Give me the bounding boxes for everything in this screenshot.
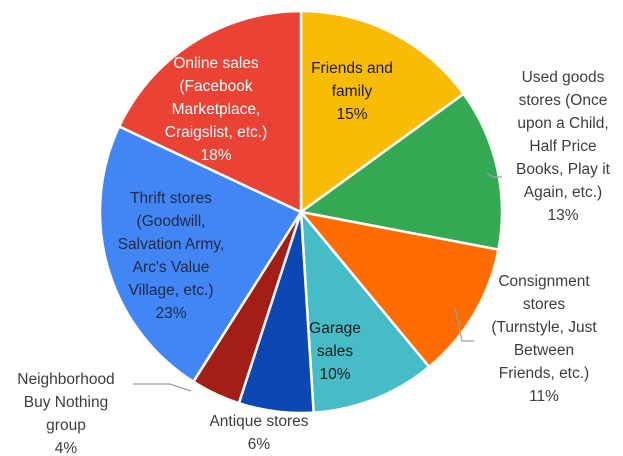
slice-label-line: Salvation Army, (118, 236, 225, 253)
slice-label-line: Between (514, 342, 574, 359)
slice-label: Antique stores 6% (209, 413, 308, 453)
slice-percent: 13% (547, 207, 578, 224)
slice-label-line: (Facebook (179, 78, 252, 95)
slice-label: Used goods stores (Once upon a Child, Half … (516, 69, 611, 224)
slice-label-line: sales (317, 343, 353, 360)
pie-slices (98, 9, 504, 415)
slice-label-line: Used goods (522, 69, 605, 86)
slice-label-line: Arc's Value (133, 259, 210, 276)
slice-label-line: Thrift stores (130, 190, 212, 207)
slice-percent: 6% (248, 436, 271, 453)
slice-label-line: Buy Nothing (24, 394, 108, 411)
slice-label-line: Garage (309, 320, 361, 337)
slice-label-line: stores (523, 296, 565, 313)
slice-label-line: (Goodwill, (137, 213, 206, 230)
pie-slice (117, 9, 303, 214)
slice-label: Thrift stores (Goodwill, Salvation Army, Ar… (118, 190, 225, 322)
slice-label-line: Again, etc.) (524, 184, 602, 201)
leader-lines (133, 172, 502, 392)
slice-percent: 23% (155, 305, 186, 322)
slice-percent: 18% (200, 147, 231, 164)
pie-slice (299, 92, 504, 251)
slice-label-line: Village, etc.) (128, 282, 213, 299)
pie-slice (299, 210, 500, 369)
slice-percent: 11% (529, 388, 559, 405)
leader-line (486, 172, 502, 178)
pie-slice (299, 9, 465, 214)
slice-label-line: Marketplace, (172, 101, 261, 118)
pie-slice (299, 210, 431, 414)
slice-label-line: Neighborhood (17, 371, 114, 388)
slice-label: Friends and family 15% (311, 60, 393, 123)
slice-labels: Friends and family 15% Used goods stores (On… (17, 55, 610, 456)
leader-line (454, 306, 474, 342)
slice-label: Online sales (Facebook Marketplace, Craigsl… (165, 55, 268, 164)
slice-percent: 10% (319, 366, 350, 383)
pie-slice (98, 125, 303, 383)
slice-label-line: Half Price (529, 138, 596, 155)
slice-label-line: (Turnstyle, Just (491, 319, 597, 336)
slice-label-line: group (46, 417, 86, 434)
slice-label-line: family (332, 83, 373, 100)
slice-percent: 15% (336, 106, 367, 123)
leader-line (133, 383, 192, 392)
slice-label-line: Friends, etc.) (499, 365, 589, 382)
slice-label-line: Online sales (173, 55, 259, 72)
slice-label-line: stores (Once (519, 92, 608, 109)
slice-label-line: Antique stores (209, 413, 308, 430)
slice-label-line: upon a Child, (517, 115, 608, 132)
slice-label-line: Craigslist, etc.) (165, 124, 268, 141)
slice-label-line: Friends and (311, 60, 393, 77)
slice-label-line: Consignment (498, 273, 590, 290)
slice-label: Neighborhood Buy Nothing group 4% (17, 371, 114, 456)
slice-percent: 4% (55, 440, 78, 456)
slice-label: Consignment stores (Turnstyle, Just Between… (491, 273, 597, 405)
slice-label: Garage sales 10% (309, 320, 361, 383)
slice-label-line: Books, Play it (516, 161, 611, 178)
